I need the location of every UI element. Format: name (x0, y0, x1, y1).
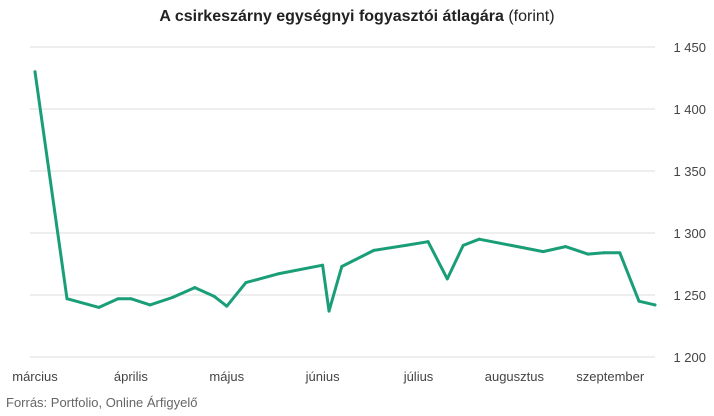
x-tick-label: július (403, 369, 434, 384)
data-point (586, 252, 590, 256)
data-point (372, 248, 376, 252)
data-point (653, 303, 657, 307)
data-point (65, 297, 69, 301)
x-tick-label: augusztus (485, 369, 545, 384)
data-point (541, 250, 545, 254)
data-point (244, 281, 248, 285)
x-tick-label: május (209, 369, 244, 384)
data-point (618, 251, 622, 255)
y-tick-label: 1 300 (673, 226, 706, 241)
data-point (477, 237, 481, 241)
data-point (461, 243, 465, 247)
x-axis-labels: március április május június július augusztus… (12, 369, 645, 384)
data-point (148, 303, 152, 307)
data-point (170, 295, 174, 299)
data-point (602, 251, 606, 255)
chart-title-unit: (forint) (508, 8, 555, 25)
data-point (445, 277, 449, 281)
source-note: Forrás: Portfolio, Online Árfigyelő (6, 395, 198, 410)
chart-title-main: A csirkeszárny egységnyi fogyasztói átla… (159, 8, 504, 25)
x-tick-label: június (305, 369, 340, 384)
y-tick-label: 1 200 (673, 350, 706, 365)
data-point (404, 243, 408, 247)
y-axis-labels: 1 200 1 250 1 300 1 350 1 400 1 450 (673, 40, 706, 365)
data-point (340, 264, 344, 268)
x-tick-label: március (12, 369, 58, 384)
data-point (212, 294, 216, 298)
y-tick-label: 1 250 (673, 288, 706, 303)
chart-title: A csirkeszárny egységnyi fogyasztói átla… (0, 8, 714, 26)
y-tick-label: 1 450 (673, 40, 706, 55)
y-tick-label: 1 400 (673, 102, 706, 117)
data-point (129, 297, 133, 301)
data-point (564, 245, 568, 249)
data-point (426, 240, 430, 244)
data-point (193, 286, 197, 290)
x-tick-label: szeptember (576, 369, 645, 384)
series-line (33, 70, 657, 313)
data-point (321, 263, 325, 267)
series-group (33, 70, 657, 313)
data-point (116, 297, 120, 301)
y-tick-label: 1 350 (673, 164, 706, 179)
data-point (327, 309, 331, 313)
data-point (637, 299, 641, 303)
data-point (97, 305, 101, 309)
data-point (33, 70, 37, 74)
data-point (225, 304, 229, 308)
x-tick-label: április (114, 369, 148, 384)
data-point (509, 243, 513, 247)
gridlines (30, 46, 655, 358)
data-point (276, 272, 280, 276)
